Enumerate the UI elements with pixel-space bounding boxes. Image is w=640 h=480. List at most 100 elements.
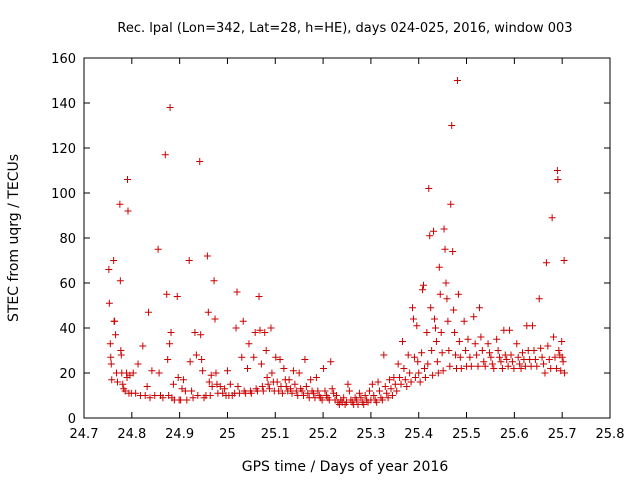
data-point bbox=[451, 329, 459, 336]
data-point bbox=[233, 288, 241, 296]
data-point bbox=[211, 315, 219, 323]
y-tick-label: 40 bbox=[59, 322, 76, 337]
data-point bbox=[494, 347, 502, 354]
data-point bbox=[397, 380, 405, 388]
x-tick-label: 25.6 bbox=[500, 427, 529, 442]
data-point bbox=[239, 317, 247, 325]
data-point bbox=[560, 257, 568, 264]
data-point bbox=[497, 358, 505, 366]
data-point bbox=[124, 176, 132, 183]
data-point bbox=[261, 329, 269, 336]
data-point bbox=[307, 376, 315, 384]
data-point bbox=[466, 353, 474, 361]
data-point bbox=[255, 293, 263, 300]
data-point bbox=[235, 389, 243, 397]
data-point bbox=[287, 385, 295, 393]
data-point bbox=[436, 290, 444, 298]
data-points bbox=[105, 77, 569, 408]
data-point bbox=[552, 365, 560, 372]
data-point bbox=[431, 315, 439, 323]
data-point bbox=[541, 369, 549, 377]
data-point bbox=[544, 342, 552, 350]
data-point bbox=[275, 387, 283, 395]
data-point bbox=[355, 389, 363, 397]
data-point bbox=[510, 365, 518, 372]
data-point bbox=[490, 365, 498, 372]
data-point bbox=[183, 396, 191, 404]
data-point bbox=[450, 306, 458, 314]
x-tick-label: 25.1 bbox=[261, 427, 290, 442]
data-point bbox=[401, 376, 409, 384]
data-point bbox=[154, 245, 162, 253]
data-point bbox=[550, 333, 558, 341]
data-point bbox=[161, 151, 169, 159]
data-point bbox=[452, 351, 460, 359]
data-point bbox=[440, 225, 448, 233]
data-point bbox=[414, 358, 422, 366]
data-point bbox=[143, 383, 151, 390]
data-point bbox=[424, 360, 432, 368]
data-point bbox=[163, 290, 171, 298]
data-point bbox=[116, 200, 124, 208]
data-point bbox=[232, 324, 240, 332]
data-point bbox=[282, 383, 290, 390]
data-point bbox=[314, 387, 322, 395]
data-point bbox=[551, 353, 559, 361]
x-tick-label: 25 bbox=[219, 427, 236, 442]
data-point bbox=[370, 392, 378, 399]
data-point bbox=[121, 387, 129, 395]
data-point bbox=[111, 317, 119, 325]
x-tick-label: 24.7 bbox=[70, 427, 99, 442]
data-point bbox=[400, 365, 408, 372]
data-point bbox=[477, 333, 485, 341]
data-point bbox=[462, 347, 470, 354]
data-point bbox=[263, 374, 271, 381]
data-point bbox=[443, 295, 451, 303]
data-point bbox=[537, 344, 545, 352]
data-point bbox=[508, 358, 516, 366]
data-point bbox=[250, 353, 258, 361]
data-point bbox=[278, 389, 286, 397]
data-point bbox=[406, 369, 414, 377]
data-point bbox=[141, 392, 149, 399]
y-tick-label: 120 bbox=[51, 142, 76, 157]
data-point bbox=[257, 360, 265, 368]
data-point bbox=[449, 248, 457, 255]
data-point bbox=[455, 338, 463, 345]
data-point bbox=[561, 369, 569, 377]
data-point bbox=[132, 389, 140, 397]
data-point bbox=[433, 358, 441, 366]
data-point bbox=[108, 376, 116, 384]
data-point bbox=[191, 329, 199, 336]
data-point bbox=[368, 380, 376, 388]
data-point bbox=[513, 340, 521, 348]
data-point bbox=[301, 356, 309, 363]
data-point bbox=[448, 122, 456, 129]
axis-ticks: 24.7 24.8 24.9 25 25.1 25.2 25.3 25.4 25.5 25.6 25… bbox=[51, 52, 624, 442]
data-point bbox=[383, 389, 391, 397]
y-tick-label: 0 bbox=[68, 412, 76, 427]
data-point bbox=[148, 367, 156, 375]
data-point bbox=[487, 353, 495, 361]
data-point bbox=[203, 252, 211, 260]
y-tick-label: 140 bbox=[51, 97, 76, 112]
data-point bbox=[445, 347, 453, 354]
data-point bbox=[429, 371, 437, 379]
y-axis-label: STEC from uqrg / TECUs bbox=[6, 154, 22, 322]
x-tick-label: 25.5 bbox=[452, 427, 481, 442]
data-point bbox=[192, 351, 200, 359]
data-point bbox=[174, 374, 182, 381]
y-tick-label: 20 bbox=[59, 367, 76, 382]
data-point bbox=[387, 385, 395, 393]
data-point bbox=[548, 214, 556, 222]
data-point bbox=[247, 389, 255, 397]
data-point bbox=[413, 322, 421, 330]
data-point bbox=[207, 371, 215, 379]
data-point bbox=[396, 374, 404, 381]
data-point bbox=[530, 347, 538, 354]
data-point bbox=[434, 369, 442, 377]
data-point bbox=[273, 378, 281, 386]
data-point bbox=[196, 158, 204, 165]
data-point bbox=[558, 353, 566, 361]
data-point bbox=[535, 295, 543, 303]
